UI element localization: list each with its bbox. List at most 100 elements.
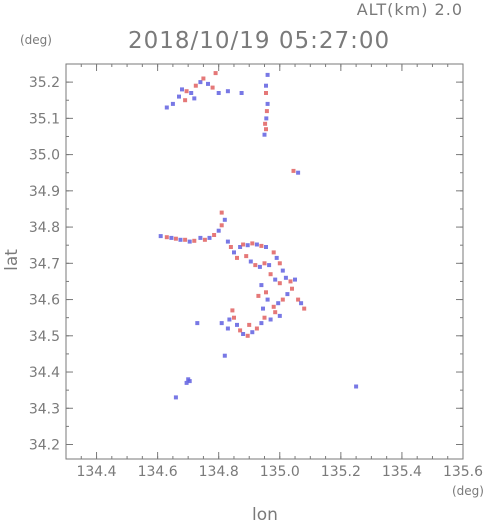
x-tick-label: 135.6 <box>443 464 483 480</box>
data-point <box>259 321 264 326</box>
data-point <box>219 223 224 228</box>
y-tick-label: 34.3 <box>29 401 60 417</box>
data-point <box>302 306 307 311</box>
data-point <box>158 234 163 239</box>
data-point <box>173 236 178 241</box>
data-point <box>210 85 215 90</box>
altitude-label: ALT(km) 2.0 <box>357 0 463 19</box>
data-point <box>177 94 181 99</box>
data-point <box>259 243 264 248</box>
data-point <box>296 297 301 302</box>
data-point <box>250 241 255 246</box>
data-point <box>277 313 282 318</box>
y-tick-label: 34.5 <box>29 329 60 345</box>
data-point <box>192 96 197 101</box>
data-point <box>354 384 359 389</box>
data-point <box>201 76 206 81</box>
y-tick-label: 34.8 <box>29 220 60 236</box>
data-point <box>264 116 269 121</box>
data-point <box>290 286 294 291</box>
data-point <box>189 91 194 95</box>
data-point <box>247 322 252 327</box>
x-axis: 134.4 134.6 134.8 135.0 135.2 135.4 135.6 <box>65 64 483 480</box>
data-point <box>280 268 285 273</box>
data-point <box>268 317 273 322</box>
data-point <box>164 235 169 240</box>
data-point <box>164 105 169 110</box>
data-point <box>254 242 259 247</box>
data-point <box>230 308 235 313</box>
y-axis-label: lat <box>2 249 22 271</box>
data-point <box>293 277 297 282</box>
y-tick-label: 35.2 <box>29 75 60 91</box>
data-point <box>261 306 265 311</box>
data-point <box>192 238 197 243</box>
y-tick-label: 34.6 <box>29 293 60 309</box>
data-point <box>222 353 227 358</box>
y-tick-label: 34.2 <box>29 438 60 454</box>
data-point <box>225 239 230 244</box>
y-axis: 34.2 34.3 34.4 34.5 34.6 34.7 34.8 34.9 35.0 35.1… <box>29 63 463 454</box>
data-point <box>227 317 232 322</box>
data-point <box>265 101 270 106</box>
data-point <box>265 297 270 302</box>
data-point <box>273 277 278 282</box>
data-point <box>183 98 188 103</box>
data-point <box>273 310 278 315</box>
data-point <box>262 132 267 137</box>
data-point <box>277 281 282 286</box>
y-tick-label: 34.9 <box>29 184 60 200</box>
data-point <box>264 109 269 114</box>
data-points <box>158 71 359 400</box>
data-point <box>256 293 261 298</box>
data-point <box>225 89 230 94</box>
data-point <box>178 237 183 242</box>
data-point <box>259 283 264 288</box>
data-point <box>232 250 236 255</box>
data-point <box>265 72 270 77</box>
y-tick-label: 34.4 <box>29 365 60 381</box>
data-point <box>207 235 212 240</box>
data-point <box>219 210 224 215</box>
x-unit-label: (deg) <box>452 484 484 498</box>
data-point <box>235 255 239 260</box>
data-point <box>193 83 198 88</box>
x-tick-label: 135.2 <box>321 464 361 480</box>
data-point <box>254 326 259 331</box>
data-point <box>235 322 239 327</box>
data-point <box>285 292 290 297</box>
data-point <box>264 127 268 132</box>
data-point <box>291 168 296 173</box>
data-point <box>169 235 174 240</box>
data-point <box>238 328 243 333</box>
data-point <box>245 243 250 248</box>
data-point <box>173 395 178 400</box>
data-point <box>248 259 253 264</box>
data-point <box>264 290 268 295</box>
data-point <box>198 235 203 240</box>
data-point <box>198 80 203 85</box>
data-point <box>267 263 272 268</box>
y-unit-label: (deg) <box>20 33 52 47</box>
data-point <box>299 301 304 306</box>
data-point <box>183 237 188 242</box>
x-axis-label: lon <box>252 505 278 521</box>
data-point <box>296 170 301 175</box>
data-point <box>212 233 217 237</box>
data-point <box>213 71 218 76</box>
data-point <box>170 101 175 106</box>
data-point <box>250 330 255 335</box>
data-point <box>202 237 207 242</box>
data-point <box>241 242 246 247</box>
data-point <box>257 264 262 269</box>
data-point <box>222 217 227 222</box>
y-tick-label: 35.0 <box>29 148 60 164</box>
data-point <box>264 245 268 249</box>
x-tick-label: 134.8 <box>199 464 239 480</box>
data-point <box>219 321 224 326</box>
data-point <box>187 379 192 384</box>
data-point <box>225 326 230 331</box>
data-point <box>264 91 268 95</box>
data-point <box>262 315 267 320</box>
